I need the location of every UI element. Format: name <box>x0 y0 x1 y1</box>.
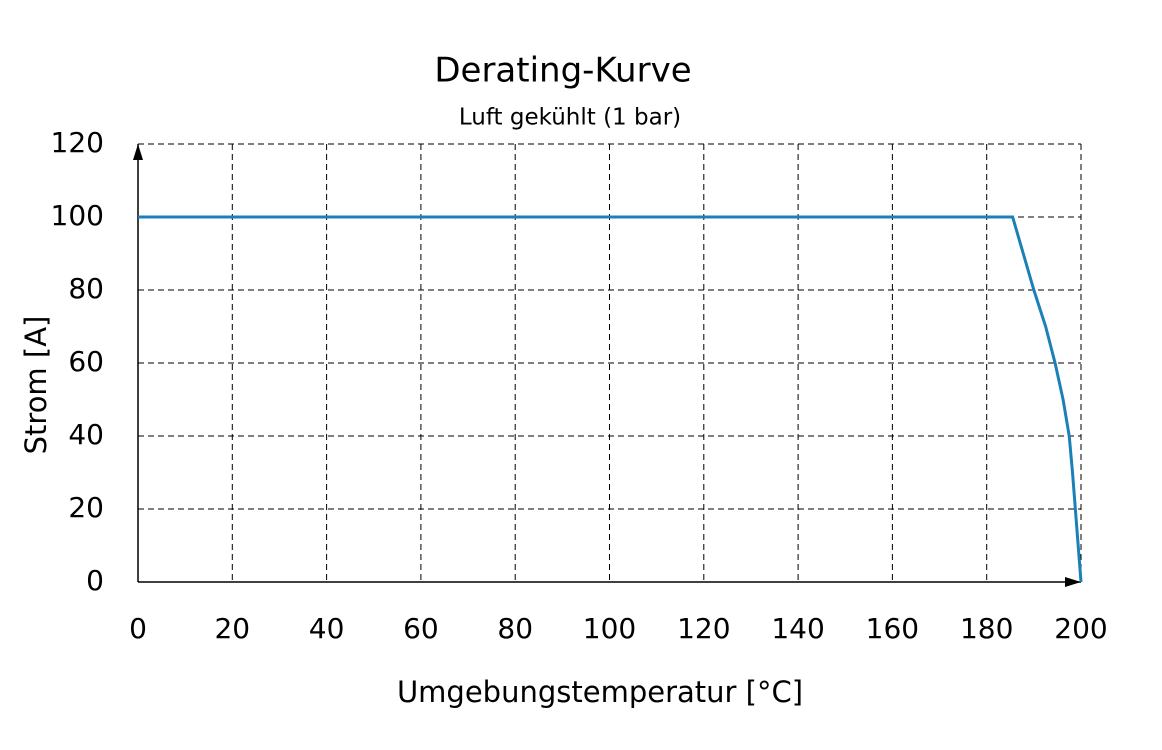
x-tick-label: 140 <box>771 612 824 645</box>
y-tick-label: 0 <box>86 564 104 597</box>
x-tick-label: 160 <box>866 612 919 645</box>
x-tick-label: 100 <box>583 612 636 645</box>
chart-title: Derating-Kurve <box>434 51 691 91</box>
x-tick-label: 200 <box>1054 612 1107 645</box>
y-tick-label: 40 <box>68 418 104 451</box>
x-tick-label: 180 <box>960 612 1013 645</box>
y-tick-label: 80 <box>68 272 104 305</box>
line-series <box>138 215 1083 583</box>
x-tick-label: 20 <box>214 612 250 645</box>
y-tick-label: 60 <box>68 345 104 378</box>
y-tick-label: 20 <box>68 491 104 524</box>
x-tick-label: 40 <box>309 612 345 645</box>
x-tick-label: 80 <box>497 612 533 645</box>
chart-subtitle: Luft gekühlt (1 bar) <box>459 105 681 131</box>
x-tick-label: 60 <box>403 612 439 645</box>
y-axis-label: Strom [A] <box>19 316 53 455</box>
y-tick-label: 100 <box>51 199 104 232</box>
y-axis-arrow <box>133 144 143 160</box>
x-tick-label: 0 <box>129 612 147 645</box>
x-axis-label: Umgebungstemperatur [°C] <box>397 675 803 709</box>
x-tick-label: 120 <box>677 612 730 645</box>
x-axis-arrow <box>1065 577 1081 587</box>
y-tick-label: 120 <box>51 126 104 159</box>
